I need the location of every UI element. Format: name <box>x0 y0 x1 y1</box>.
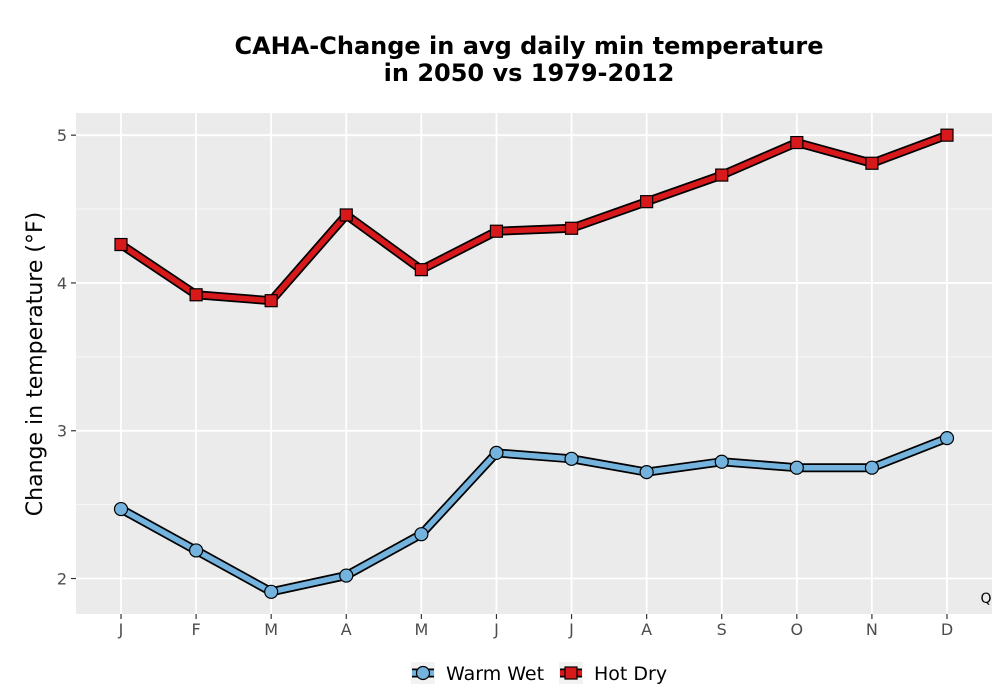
data-point <box>113 501 129 517</box>
data-point <box>789 460 804 475</box>
data-point <box>640 195 654 209</box>
data-point <box>188 543 204 558</box>
data-point <box>264 584 279 599</box>
legend-label: Hot Dry <box>594 663 667 685</box>
x-tick-label: O <box>791 620 804 639</box>
y-axis-label: Change in temperature (°F) <box>23 212 48 516</box>
x-tick-label: M <box>414 620 428 639</box>
plot-panel <box>76 113 992 614</box>
series-1 <box>113 431 955 599</box>
x-tick-label: S <box>717 620 727 639</box>
y-axis-ticks: 2 3 4 5 <box>57 126 76 589</box>
y-tick-label: 4 <box>57 274 67 293</box>
series-2 <box>114 128 954 308</box>
data-point <box>564 221 579 235</box>
x-tick-label: J <box>118 620 124 639</box>
data-point <box>414 263 428 277</box>
x-tick-label: A <box>641 620 652 639</box>
data-point <box>264 294 278 308</box>
x-tick-label: M <box>264 620 278 639</box>
y-tick-label: 5 <box>57 126 67 145</box>
series-line <box>118 435 950 595</box>
data-series <box>113 128 955 599</box>
data-point <box>714 454 729 469</box>
data-point <box>790 135 804 150</box>
y-tick-label: 3 <box>57 422 67 441</box>
data-point <box>864 460 880 475</box>
data-point <box>339 568 354 583</box>
legend-key-marker <box>564 666 578 680</box>
legend-label: Warm Wet <box>446 663 544 685</box>
legend: Warm Wet Hot Dry <box>411 662 667 685</box>
data-point <box>489 224 504 238</box>
data-point <box>489 445 504 461</box>
x-tick-label: J <box>493 620 499 639</box>
x-tick-label: N <box>866 620 878 639</box>
data-point <box>865 156 879 170</box>
data-point <box>414 527 429 542</box>
data-point <box>939 431 955 446</box>
x-tick-label: F <box>191 620 200 639</box>
data-point <box>940 128 954 142</box>
data-point <box>339 208 353 222</box>
legend-key-marker <box>415 665 431 681</box>
corner-label: Q <box>980 591 991 607</box>
grid-lines <box>76 113 992 614</box>
series-line <box>118 132 950 304</box>
x-tick-label: D <box>941 620 953 639</box>
y-tick-label: 2 <box>57 570 67 589</box>
data-point <box>564 451 579 466</box>
x-tick-label: J <box>568 620 574 639</box>
data-point <box>114 237 128 252</box>
chart-title-line-2: in 2050 vs 1979-2012 <box>384 59 675 87</box>
data-point <box>715 168 729 182</box>
data-point <box>189 288 203 302</box>
chart-title-line-1: CAHA-Change in avg daily min temperature <box>234 32 823 60</box>
data-point <box>639 465 654 480</box>
x-tick-label: A <box>341 620 352 639</box>
